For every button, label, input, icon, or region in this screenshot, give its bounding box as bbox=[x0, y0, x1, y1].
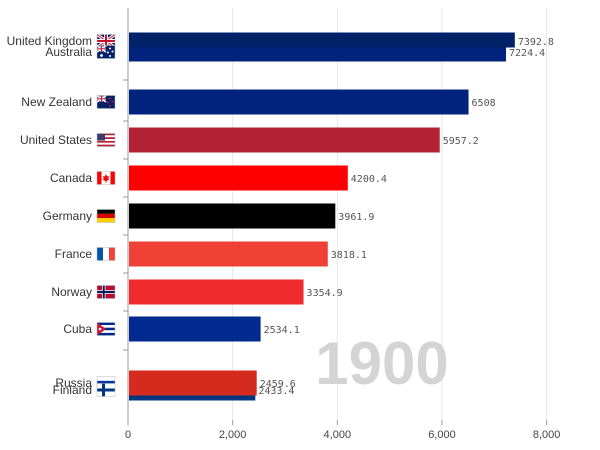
bar-de bbox=[129, 203, 336, 229]
value-label-fi: 2433.4 bbox=[258, 386, 294, 397]
x-tick-label: 0 bbox=[125, 429, 131, 441]
fr-flag-icon bbox=[96, 247, 116, 261]
value-label-ru: 2459.6 bbox=[260, 379, 296, 390]
ca-flag-icon bbox=[96, 171, 116, 185]
bar-uk bbox=[129, 32, 515, 48]
x-tick-label: 6,000 bbox=[428, 429, 456, 441]
country-label-ca: Canada bbox=[50, 171, 92, 185]
bar-no bbox=[129, 279, 304, 305]
au-flag-icon bbox=[96, 44, 116, 59]
country-label-no: Norway bbox=[51, 285, 92, 299]
fi-flag-icon bbox=[96, 383, 116, 397]
bar-ru bbox=[129, 370, 257, 396]
country-label-fr: France bbox=[55, 247, 93, 261]
value-label-au: 7224.4 bbox=[509, 48, 545, 59]
cu-flag-icon bbox=[96, 322, 116, 336]
bar-nz bbox=[129, 89, 469, 115]
bar-us bbox=[129, 127, 440, 153]
country-label-fi: Finland bbox=[53, 383, 92, 397]
bar-cu bbox=[129, 316, 261, 342]
country-label-uk: United Kingdom bbox=[7, 34, 92, 48]
value-label-ca: 4200.4 bbox=[351, 174, 387, 185]
year-label: 1900 bbox=[315, 330, 448, 397]
country-label-ru: Russia bbox=[55, 376, 92, 390]
bar-ca bbox=[129, 165, 348, 191]
country-label-de: Germany bbox=[43, 209, 92, 223]
x-axis: 0 2,000 4,000 6,000 8,000 bbox=[123, 8, 560, 441]
value-label-de: 3961.9 bbox=[338, 212, 374, 223]
bars: United Kingdom 7392.8 Australia 7224.4 New Z… bbox=[7, 32, 554, 401]
value-label-cu: 2534.1 bbox=[264, 325, 300, 336]
country-label-us: United States bbox=[20, 133, 92, 147]
value-label-nz: 6508 bbox=[472, 98, 496, 109]
bar-fr bbox=[129, 241, 328, 267]
value-label-fr: 3818.1 bbox=[331, 250, 367, 261]
x-tick-label: 2,000 bbox=[219, 429, 247, 441]
country-label-cu: Cuba bbox=[63, 322, 92, 336]
de-flag-icon bbox=[96, 209, 116, 223]
no-flag-icon bbox=[96, 285, 116, 299]
x-tick-label: 8,000 bbox=[533, 429, 561, 441]
country-label-nz: New Zealand bbox=[21, 95, 92, 109]
country-label-au: Australia bbox=[45, 45, 92, 59]
value-label-us: 5957.2 bbox=[443, 136, 479, 147]
value-label-uk: 7392.8 bbox=[518, 37, 554, 48]
nz-flag-icon bbox=[96, 94, 116, 109]
us-flag-icon bbox=[96, 133, 116, 147]
x-tick-label: 4,000 bbox=[324, 429, 352, 441]
value-label-no: 3354.9 bbox=[307, 288, 343, 299]
bar-au bbox=[129, 44, 507, 62]
